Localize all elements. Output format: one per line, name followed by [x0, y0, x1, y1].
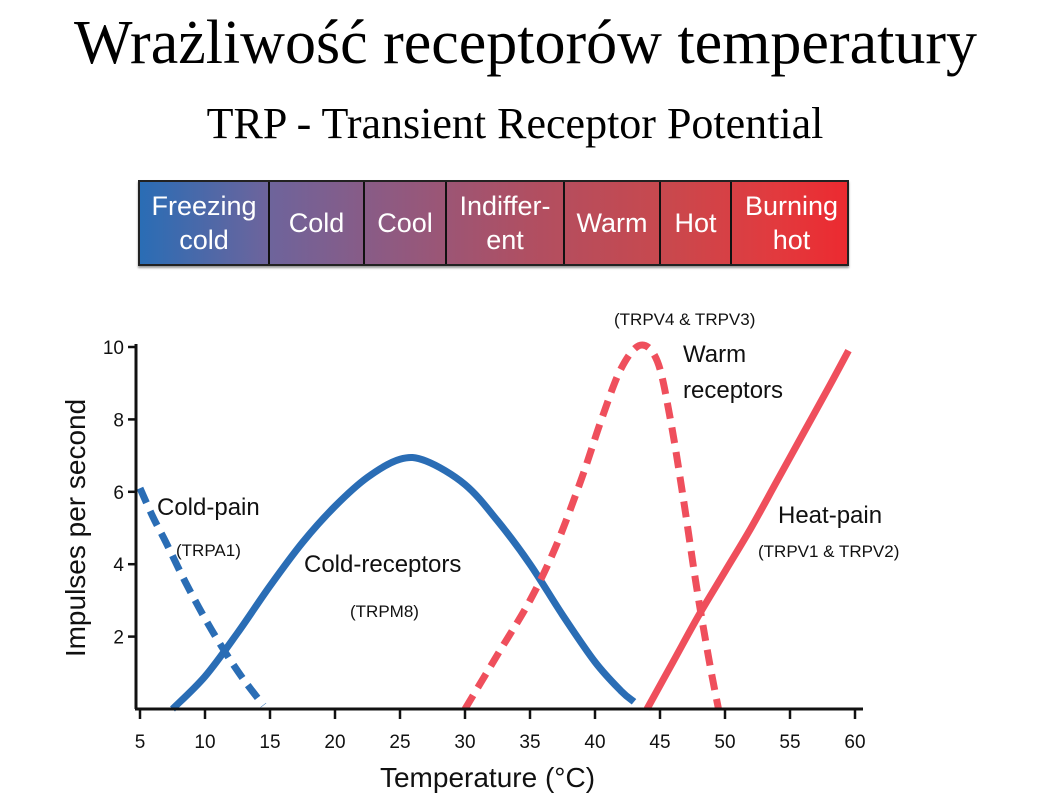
- scale-segment: Indiffer-ent: [445, 182, 563, 264]
- y-tick-label: 8: [113, 410, 124, 431]
- series-sublabel: (TRPM8): [350, 602, 419, 621]
- y-tick-label: 2: [113, 628, 124, 649]
- x-tick-label: 50: [714, 732, 735, 753]
- series-label: receptors: [683, 377, 783, 404]
- series-label: Cold-pain: [157, 494, 260, 521]
- slide-title: Wrażliwość receptorów temperatury: [74, 9, 977, 77]
- y-tick-label: 6: [113, 483, 124, 504]
- x-tick-label: 60: [844, 732, 865, 753]
- series-label: Cold-receptors: [304, 551, 461, 578]
- series-line-warm-receptors: [461, 341, 722, 711]
- series-line-cold-pain: [136, 486, 267, 708]
- scale-segment: Cold: [268, 182, 363, 264]
- x-tick-label: 25: [389, 732, 410, 753]
- y-tick-label: 10: [103, 338, 124, 359]
- x-tick-label: 45: [649, 732, 670, 753]
- scale-segment: Warm: [563, 182, 659, 264]
- y-tick-label: 4: [113, 555, 124, 576]
- temperature-scale-bar: Freezing cold Cold Cool Indiffer-ent Warm Hot B…: [138, 180, 849, 266]
- slide-subtitle: TRP - Transient Receptor Potential: [206, 99, 824, 148]
- x-tick-label: 15: [259, 732, 280, 753]
- x-tick-label: 55: [779, 732, 800, 753]
- scale-segment: Freezing cold: [151, 191, 257, 255]
- x-tick-label: 5: [135, 732, 146, 753]
- series-label: Heat-pain: [778, 502, 882, 529]
- scale-segment: Cool: [363, 182, 445, 264]
- x-tick-label: 40: [584, 732, 605, 753]
- x-tick-label: 10: [194, 732, 215, 753]
- series-label: Warm: [683, 341, 746, 368]
- series-line-heat-pain: [643, 348, 852, 711]
- y-axis-label: Impulses per second: [60, 399, 91, 657]
- x-axis-label: Temperature (°C): [380, 762, 595, 793]
- scale-segment: Hot: [659, 182, 730, 264]
- x-tick-label: 35: [519, 732, 540, 753]
- x-tick-label: 30: [454, 732, 475, 753]
- series-sublabel: (TRPV4 & TRPV3): [614, 310, 755, 329]
- x-tick-label: 20: [324, 732, 345, 753]
- series-sublabel: (TRPV1 & TRPV2): [758, 542, 899, 561]
- scale-segment: Burning hot: [730, 182, 851, 264]
- series-sublabel: (TRPA1): [176, 541, 241, 560]
- series-line-cold-receptors: [170, 453, 637, 712]
